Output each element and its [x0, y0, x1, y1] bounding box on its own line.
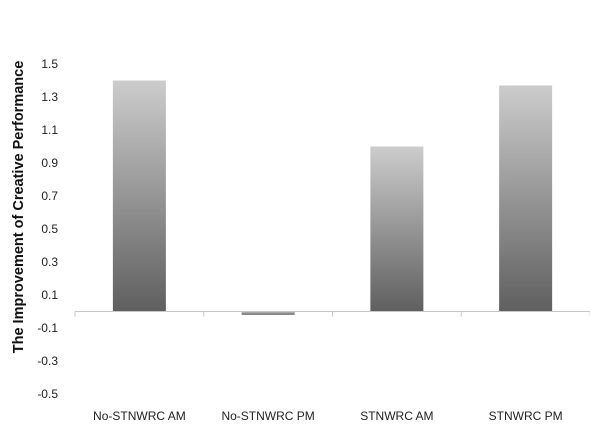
bar — [241, 311, 295, 315]
y-tick-label: 1.3 — [41, 90, 58, 104]
y-tick-label: 0.3 — [41, 255, 58, 269]
y-tick-label: -0.3 — [37, 354, 58, 368]
y-axis-tick-labels: -0.5 -0.3 -0.1 0.1 0.3 0.5 0.7 0.9 1.1 1.3 1.5 — [37, 57, 58, 401]
x-category-label: No-STNWRC AM — [93, 409, 186, 423]
y-tick-label: -0.1 — [37, 321, 58, 335]
bar — [370, 146, 424, 312]
y-tick-label: 0.5 — [41, 222, 58, 236]
x-category-label: STNWRC PM — [489, 409, 563, 423]
y-tick-label: 0.1 — [41, 288, 58, 302]
x-axis-category-labels: No-STNWRC AM No-STNWRC PM STNWRC AM STNWRC … — [93, 409, 563, 423]
x-category-label: No-STNWRC PM — [221, 409, 314, 423]
x-category-label: STNWRC AM — [360, 409, 433, 423]
y-tick-label: 1.5 — [41, 57, 58, 71]
y-tick-label: 1.1 — [41, 123, 58, 137]
bars — [112, 80, 553, 315]
y-tick-label: 0.7 — [41, 189, 58, 203]
bar — [499, 85, 553, 312]
x-axis — [74, 311, 590, 317]
y-tick-label: -0.5 — [37, 387, 58, 401]
y-tick-label: 0.9 — [41, 156, 58, 170]
y-axis-title: The Improvement of Creative Performance — [11, 61, 27, 354]
bar — [112, 80, 166, 312]
